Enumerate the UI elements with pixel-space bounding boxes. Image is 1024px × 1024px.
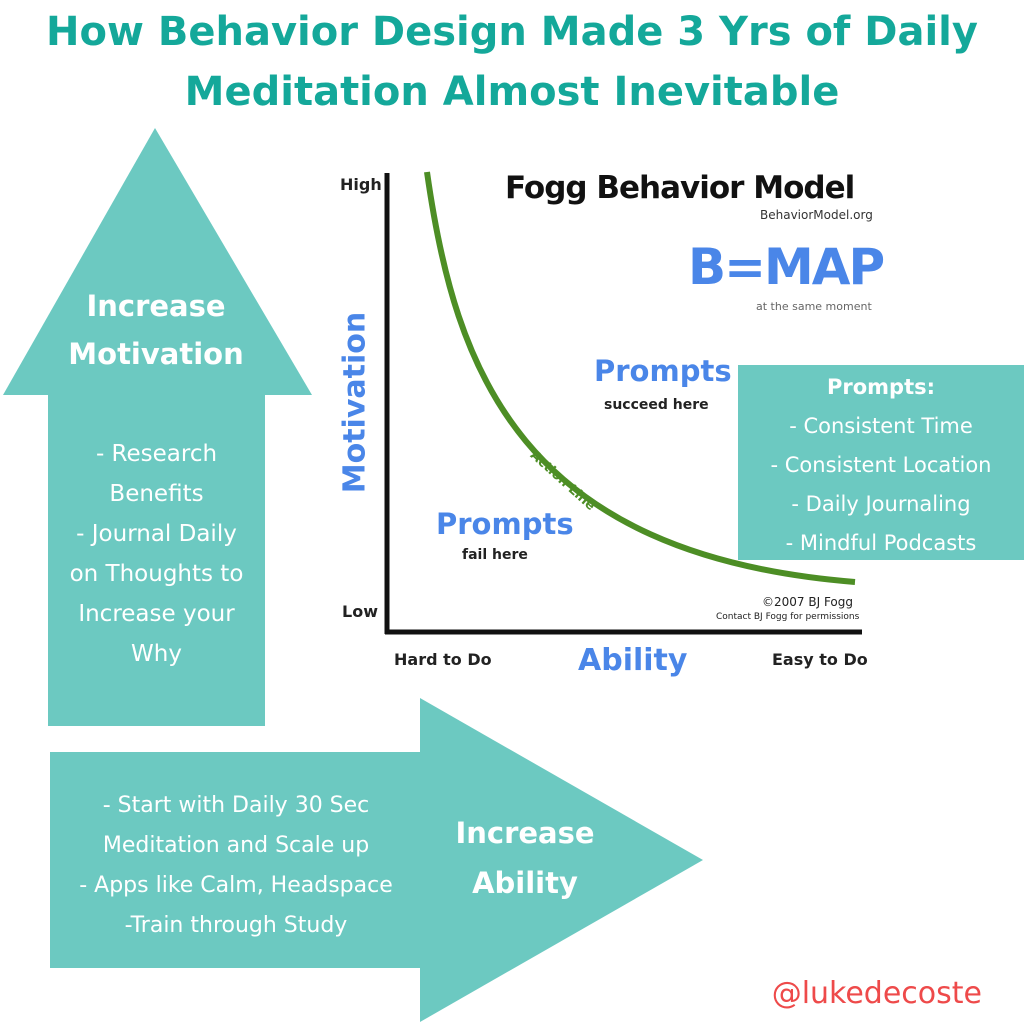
motivation-item: - Research xyxy=(95,441,218,467)
motivation-items: - Research Benefits - Journal Daily on T… xyxy=(48,434,265,674)
prompts-box-item: - Consistent Location xyxy=(770,453,992,477)
motivation-heading-line-2: Motivation xyxy=(68,337,244,371)
author-handle: @lukedecoste xyxy=(771,976,982,1011)
action-line-curve xyxy=(424,171,856,585)
ability-item: Meditation and Scale up xyxy=(102,833,370,858)
motivation-arrow-shaft xyxy=(48,394,265,726)
x-right-label: Easy to Do xyxy=(772,650,868,669)
y-low-label: Low xyxy=(342,602,378,621)
fogg-model-title: Fogg Behavior Model xyxy=(505,170,855,206)
prompts-box: Prompts: - Consistent Time - Consistent … xyxy=(738,368,1024,563)
x-axis-label: Ability xyxy=(578,643,688,678)
y-axis-label: Motivation xyxy=(337,311,373,494)
motivation-heading-line-1: Increase xyxy=(86,289,226,323)
prompts-succeed-sub: succeed here xyxy=(604,397,709,413)
prompts-box-bg xyxy=(738,365,1024,560)
motivation-arrow-head xyxy=(3,128,312,395)
ability-item: -Train through Study xyxy=(124,913,348,938)
page-title-line-2: Meditation Almost Inevitable xyxy=(184,69,840,115)
motivation-item: Why xyxy=(131,641,182,667)
motivation-heading: Increase Motivation xyxy=(40,282,272,378)
page-title-line-1: How Behavior Design Made 3 Yrs of Daily xyxy=(46,9,978,55)
motivation-item: Benefits xyxy=(109,481,204,507)
fogg-model-formula-note: at the same moment xyxy=(756,300,872,313)
y-high-label: High xyxy=(340,175,382,194)
motivation-item: - Journal Daily xyxy=(76,521,237,547)
ability-heading-line-1: Increase xyxy=(455,816,595,850)
ability-heading-line-2: Ability xyxy=(472,866,578,900)
prompts-box-item: - Consistent Time xyxy=(789,414,973,438)
prompts-box-heading: Prompts: xyxy=(826,375,936,399)
fogg-model-website: BehaviorModel.org xyxy=(760,208,873,222)
prompts-fail-sub: fail here xyxy=(462,547,528,563)
x-left-label: Hard to Do xyxy=(394,650,492,669)
fogg-permissions: Contact BJ Fogg for permissions xyxy=(716,612,860,622)
fogg-copyright: ©2007 BJ Fogg xyxy=(762,595,853,609)
ability-item: - Apps like Calm, Headspace xyxy=(79,873,393,898)
ability-heading: Increase Ability xyxy=(430,808,620,908)
ability-arrow-head xyxy=(420,698,703,1022)
ability-item: - Start with Daily 30 Sec xyxy=(102,793,370,818)
ability-items: - Start with Daily 30 Sec Meditation and… xyxy=(50,786,422,946)
ability-arrow-shaft xyxy=(50,752,422,968)
prompts-fail-title: Prompts xyxy=(436,507,574,541)
fogg-model-formula: B=MAP xyxy=(688,238,885,296)
motivation-item: Increase your xyxy=(78,601,235,627)
prompts-box-item: - Daily Journaling xyxy=(791,492,971,516)
prompts-box-item: - Mindful Podcasts xyxy=(785,531,977,555)
motivation-item: on Thoughts to xyxy=(69,561,244,587)
prompts-succeed-title: Prompts xyxy=(594,354,732,388)
